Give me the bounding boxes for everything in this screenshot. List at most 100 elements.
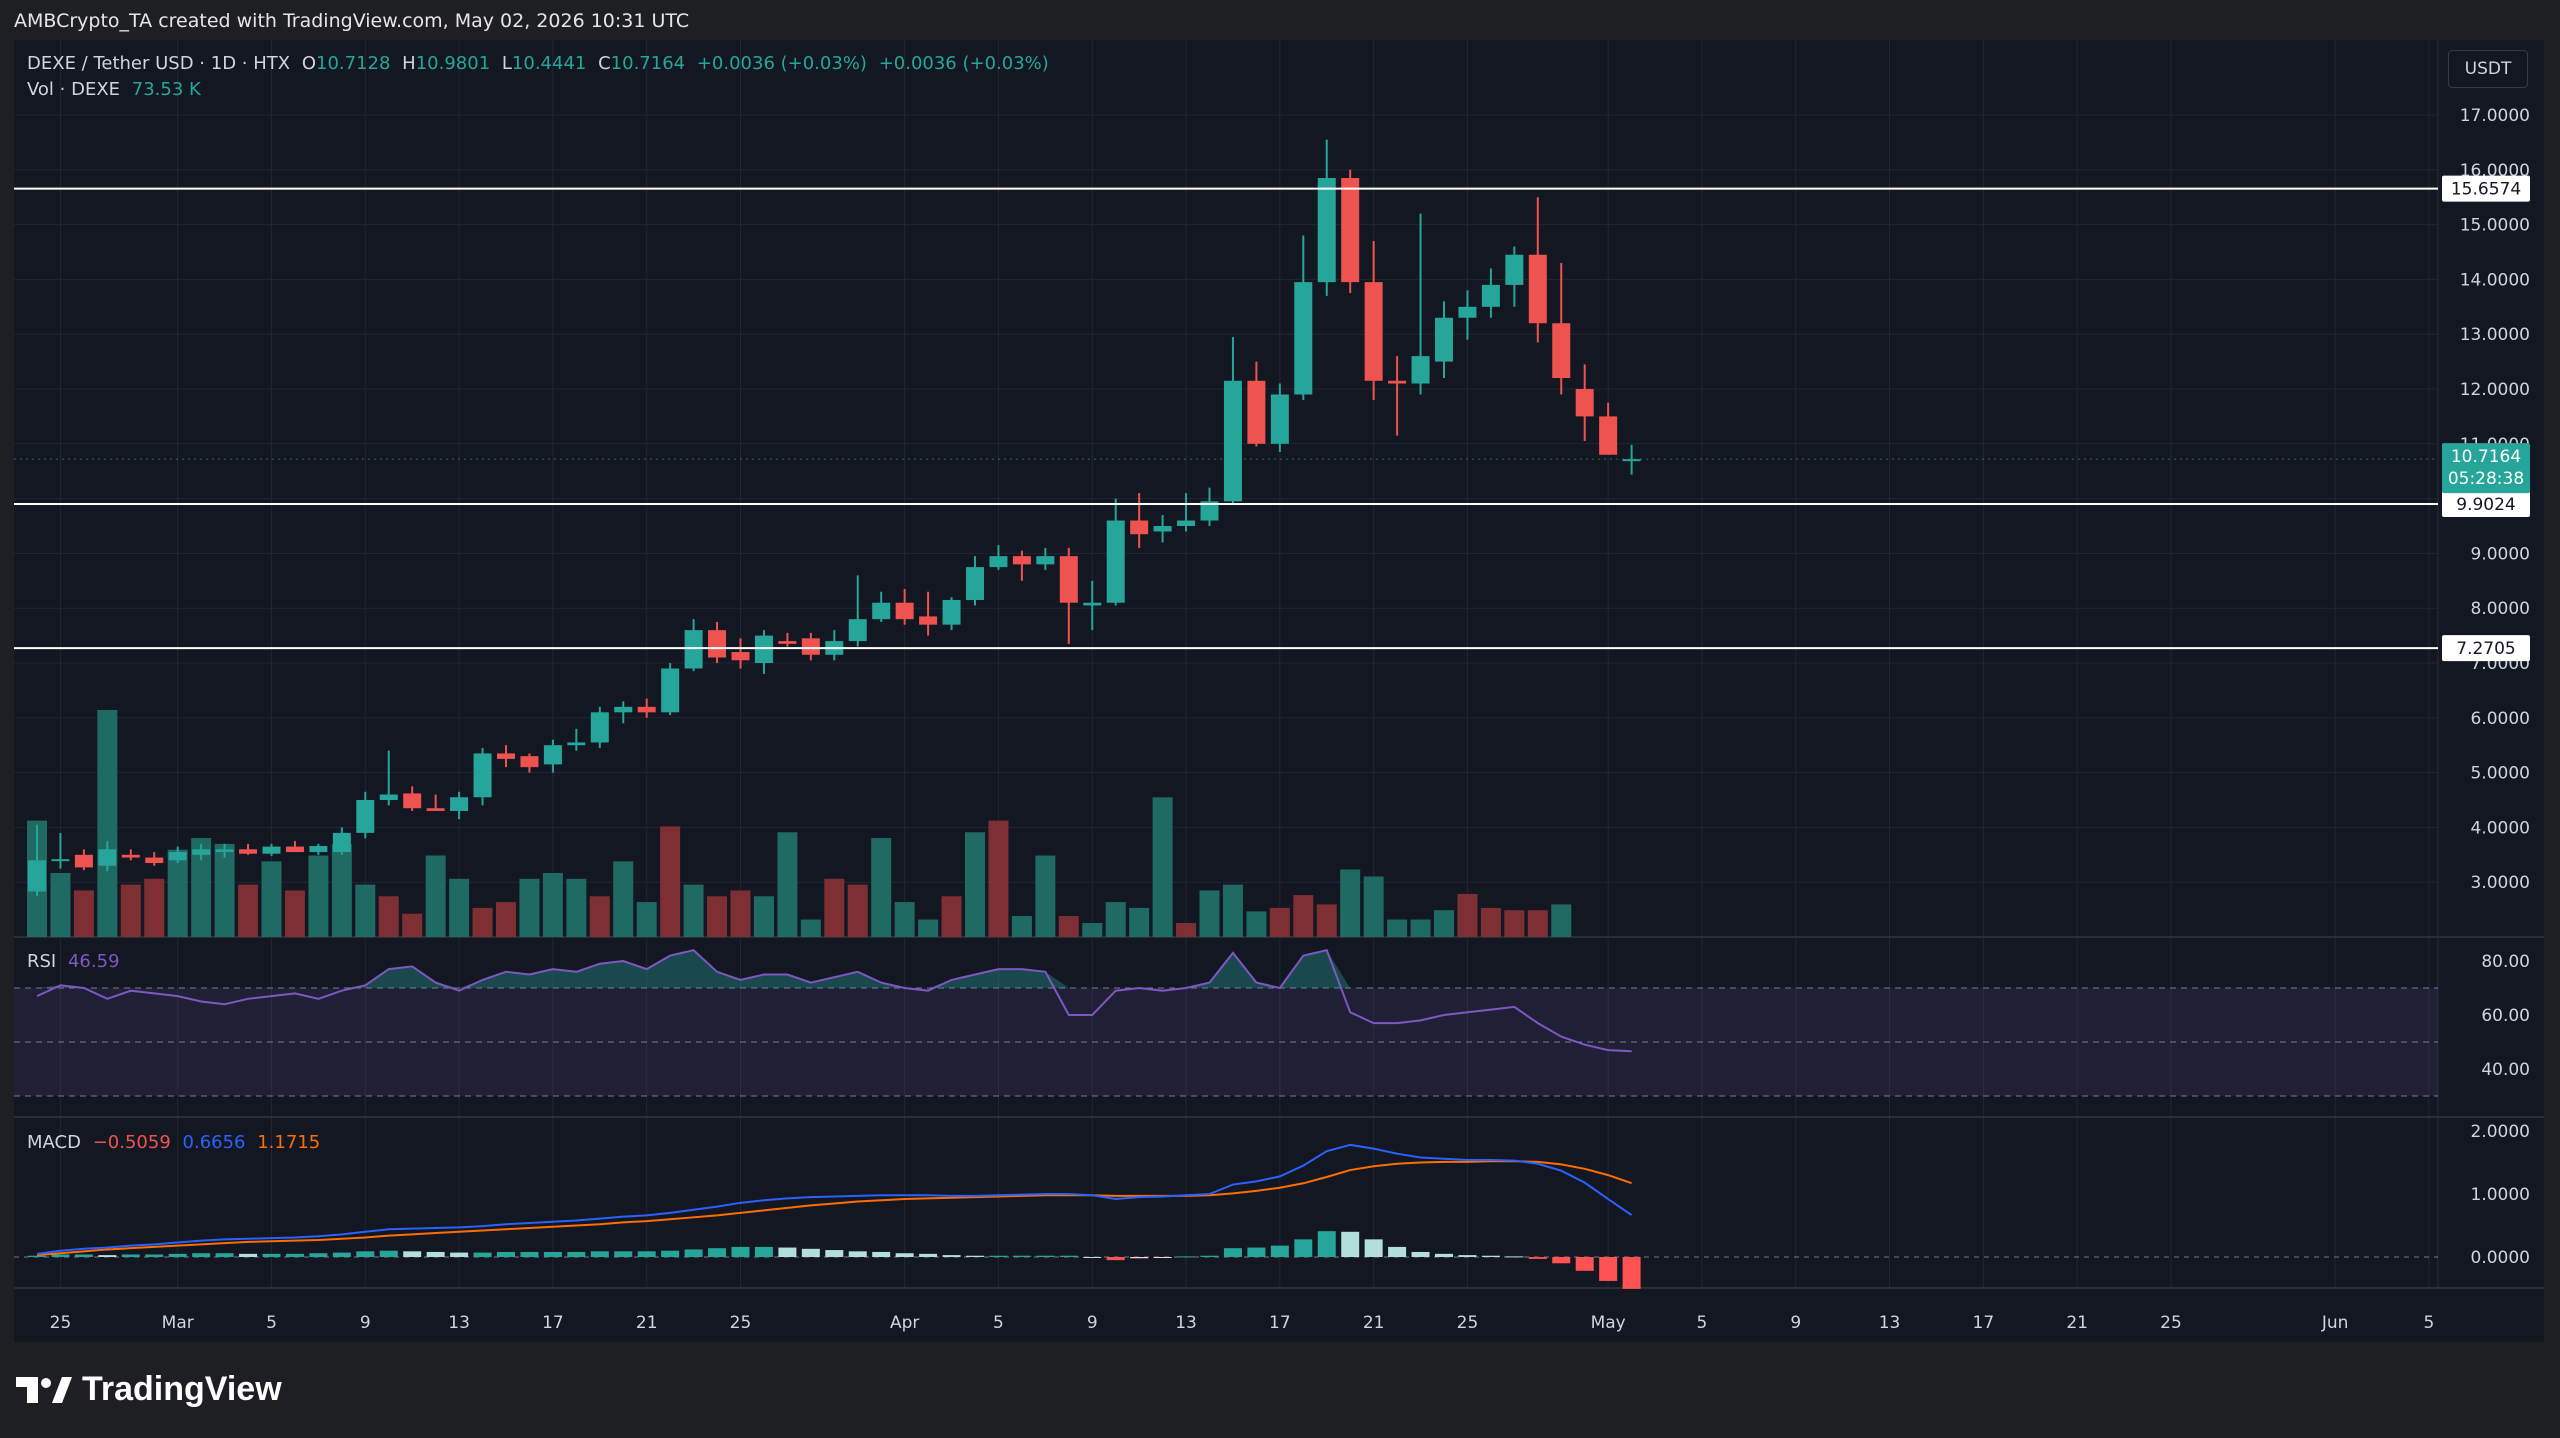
candle-body: [473, 753, 492, 798]
macd-signal-line: [36, 1160, 1632, 1257]
rsi-overbought-fill: [412, 966, 436, 988]
volume-bar: [941, 896, 962, 937]
candle-body: [145, 857, 164, 864]
volume-bar: [97, 710, 118, 937]
rsi-overbought-fill: [787, 974, 811, 988]
macd-histogram-bar: [1388, 1246, 1407, 1257]
volume-bar: [472, 907, 493, 937]
candle-body: [74, 854, 93, 868]
volume-bar: [144, 878, 165, 937]
candle-body: [309, 846, 328, 853]
macd-histogram-bar: [1294, 1239, 1313, 1257]
candle-body: [731, 652, 750, 661]
volume-bar: [284, 890, 305, 937]
candle-body: [1528, 254, 1547, 324]
volume-bar: [847, 884, 868, 937]
chart-canvas[interactable]: 3.00004.00005.00006.00007.00008.00009.00…: [14, 40, 2544, 1342]
macd-histogram-bar: [450, 1252, 469, 1257]
time-axis-tick: 5: [266, 1313, 277, 1333]
time-axis-tick: 5: [993, 1313, 1004, 1333]
volume-legend: Vol · DEXE 73.53 K: [27, 79, 207, 100]
candle-body: [637, 706, 656, 713]
macd-histogram-bar: [1153, 1257, 1172, 1258]
macd-histogram-bar: [426, 1251, 445, 1257]
price-axis-tick: 8.0000: [2471, 599, 2530, 619]
candle-body: [543, 745, 562, 765]
volume-bar: [238, 884, 259, 937]
time-axis-tick: 13: [448, 1313, 470, 1333]
macd-signal-value: 1.1715: [257, 1132, 321, 1153]
candle-body: [614, 706, 633, 713]
volume-bar: [355, 884, 376, 937]
candle-body: [168, 852, 187, 861]
macd-label[interactable]: MACD: [27, 1132, 81, 1153]
macd-histogram-bar: [473, 1252, 492, 1257]
candle-body: [121, 854, 140, 858]
macd-histogram-bar: [1364, 1239, 1383, 1257]
candle-body: [51, 859, 70, 862]
volume-bar: [1316, 904, 1337, 937]
candle-body: [1622, 459, 1641, 462]
time-axis-tick: 25: [1457, 1313, 1479, 1333]
volume-bar: [824, 878, 845, 937]
low-label: L: [501, 53, 512, 74]
macd-histogram-bar: [98, 1255, 117, 1257]
rsi-overbought-fill: [435, 982, 460, 988]
volume-label[interactable]: Vol · DEXE: [27, 79, 121, 100]
candle-body: [754, 635, 773, 663]
time-axis-tick: 9: [360, 1313, 371, 1333]
time-axis-tick: Mar: [162, 1313, 194, 1333]
price-axis-tick: 3.0000: [2471, 873, 2530, 893]
macd-histogram-bar: [1622, 1257, 1641, 1289]
volume-bar: [308, 855, 329, 937]
rsi-overbought-fill: [1021, 969, 1046, 988]
macd-histogram-bar: [919, 1253, 938, 1257]
level-price-label-bg: [2442, 635, 2530, 662]
time-axis-tick: 17: [1973, 1313, 1995, 1333]
volume-bar: [214, 843, 235, 937]
candle-body: [567, 742, 586, 746]
macd-histogram-bar: [848, 1251, 867, 1257]
candle-body: [403, 793, 422, 809]
macd-histogram-bar: [614, 1251, 633, 1257]
candle-body: [192, 849, 211, 855]
macd-histogram-bar: [684, 1249, 703, 1257]
price-axis-tick: 17.0000: [2460, 106, 2530, 126]
macd-histogram-bar: [1528, 1257, 1547, 1259]
tradingview-logo: TradingView: [16, 1370, 282, 1409]
volume-bar: [496, 902, 516, 937]
macd-histogram-bar: [74, 1254, 93, 1257]
chart-frame[interactable]: 3.0000 4.0000 5.0000 6.0000 7.0000 8.0000 9.00…: [14, 40, 2544, 1342]
volume-bar: [1340, 869, 1361, 937]
macd-histogram-bar: [1505, 1256, 1524, 1258]
volume-bar: [613, 861, 634, 937]
level-price-label: 15.6574: [2451, 180, 2521, 200]
macd-histogram-bar: [192, 1253, 211, 1257]
macd-line-value: 0.6656: [182, 1132, 246, 1153]
volume-bar: [120, 884, 141, 937]
rsi-label[interactable]: RSI: [27, 951, 57, 972]
volume-bar: [965, 832, 985, 937]
volume-bar: [918, 919, 939, 937]
time-axis-tick: 9: [1087, 1313, 1098, 1333]
high-label: H: [402, 53, 416, 74]
volume-value: 73.53 K: [131, 79, 201, 100]
candle-body: [356, 800, 375, 833]
volume-bar: [707, 896, 728, 937]
rsi-overbought-fill: [1303, 950, 1327, 988]
candle-body: [285, 846, 304, 853]
currency-selector[interactable]: USDT: [2448, 50, 2528, 88]
rsi-overbought-fill: [552, 969, 577, 988]
high-value: 10.9801: [415, 53, 491, 74]
rsi-overbought-fill: [482, 971, 506, 988]
macd-histogram-bar: [989, 1255, 1008, 1257]
macd-histogram-bar: [145, 1254, 164, 1257]
volume-bar: [730, 890, 751, 937]
macd-histogram-bar: [637, 1251, 656, 1257]
symbol-label[interactable]: DEXE / Tether USD · 1D · HTX: [27, 53, 291, 74]
volume-bar: [1551, 904, 1572, 937]
volume-bar: [1105, 902, 1126, 937]
macd-histogram-bar: [778, 1247, 797, 1257]
macd-histogram-bar: [895, 1253, 914, 1257]
macd-histogram-bar: [825, 1250, 844, 1257]
